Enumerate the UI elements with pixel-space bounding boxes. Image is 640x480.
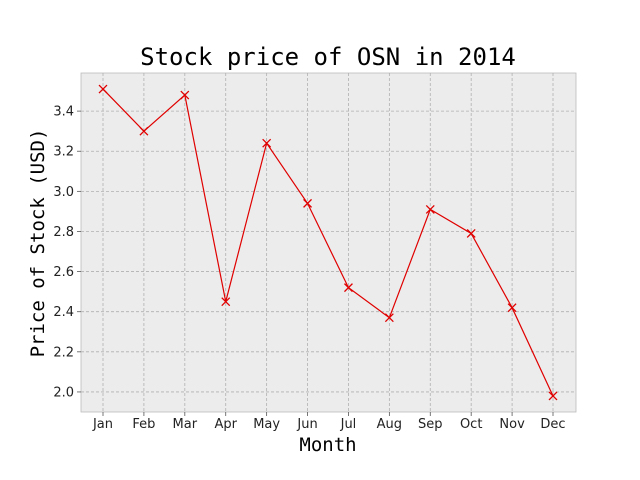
data-point-sep [425,204,435,214]
x-axis-label: Month [299,434,356,456]
x-tick-label: Jan [92,417,113,432]
y-tick-label: 3.0 [53,185,74,200]
x-tick-label: Nov [499,417,525,432]
x-tick-label: Feb [132,417,155,432]
y-tick-label: 3.2 [53,145,74,160]
data-point-may [262,138,272,148]
tick-layer: Jan Feb Mar Apr May Jun Jul Aug Sep Oct Nov Dec 2.0 2… [53,105,565,432]
y-tick-label: 2.0 [53,385,74,400]
data-point-nov [507,303,517,313]
x-tick-label: Jun [296,417,317,432]
data-point-feb [139,126,149,136]
chart-title: Stock price of OSN in 2014 [140,43,516,71]
x-tick-label: May [253,417,280,432]
y-tick-label: 2.2 [53,345,74,360]
data-point-mar [180,90,190,100]
marker-layer [98,84,558,401]
data-point-oct [466,229,476,238]
x-tick-label: Jul [340,417,357,432]
data-point-jan [98,84,108,94]
x-tick-label: Sep [418,417,443,432]
data-point-aug [384,313,394,323]
x-tick-label: Oct [460,417,482,432]
y-tick-label: 2.8 [53,225,74,240]
data-point-apr [221,297,231,307]
y-tick-label: 2.4 [53,305,74,320]
x-tick-label: Dec [540,417,565,432]
y-tick-label: 3.4 [53,105,74,120]
data-point-jun [303,198,313,208]
plot-area [80,72,577,413]
x-tick-label: Apr [214,417,237,432]
series-line [102,88,554,397]
x-tick-label: Mar [173,417,198,432]
data-point-jul [343,283,353,293]
y-axis-label: Price of Stock (USD) [27,129,49,358]
x-tick-label: Aug [377,417,402,432]
grid-layer [81,73,576,412]
y-tick-label: 2.6 [53,265,74,280]
data-point-dec [548,391,558,401]
